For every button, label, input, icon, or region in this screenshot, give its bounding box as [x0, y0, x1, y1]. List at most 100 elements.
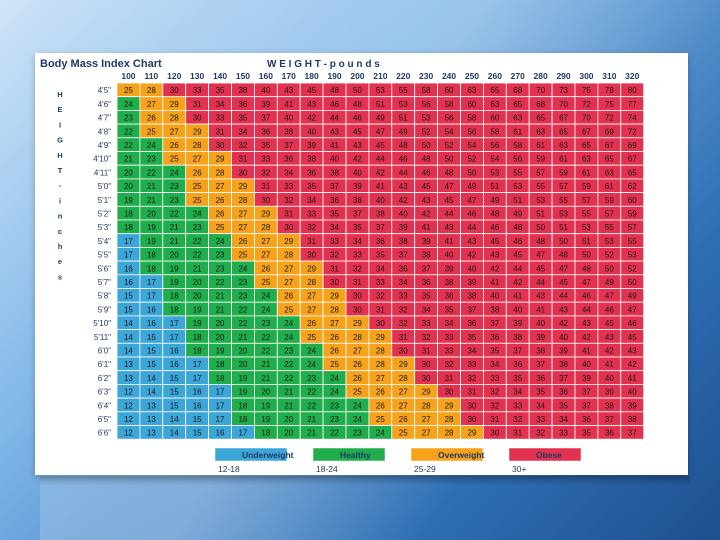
bmi-value: 46 [582, 292, 591, 301]
weight-header: 130 [190, 71, 204, 81]
bmi-value: 75 [582, 86, 591, 95]
bmi-value: 28 [445, 415, 454, 424]
height-label: 5'10" [93, 319, 111, 328]
bmi-value: 49 [376, 114, 385, 123]
bmi-value: 20 [193, 278, 202, 287]
bmi-value: 42 [376, 168, 385, 177]
bmi-value: 32 [536, 429, 545, 438]
bmi-value: 21 [307, 415, 316, 424]
bmi-value: 34 [307, 196, 316, 205]
bmi-value: 21 [124, 155, 133, 164]
bmi-value: 18 [216, 374, 225, 383]
bmi-value: 63 [582, 155, 591, 164]
bmi-value: 34 [238, 127, 247, 136]
bmi-value: 39 [445, 264, 454, 273]
bmi-value: 44 [376, 155, 385, 164]
bmi-value: 12 [124, 388, 133, 397]
bmi-value: 30 [490, 429, 499, 438]
bmi-value: 34 [559, 415, 568, 424]
bmi-value: 40 [467, 264, 476, 273]
height-label: 4'11" [94, 168, 111, 177]
legend-label: Obese [536, 450, 562, 460]
legend-swatch [214, 447, 288, 462]
bmi-value: 30 [399, 347, 408, 356]
bmi-value: 39 [399, 223, 408, 232]
bmi-value: 36 [490, 333, 499, 342]
bmi-value: 14 [170, 429, 179, 438]
bmi-value: 56 [422, 100, 431, 109]
bmi-value: 47 [628, 305, 637, 314]
bmi-value: 43 [353, 141, 362, 150]
legend-swatch [312, 447, 386, 462]
bmi-value: 44 [445, 210, 454, 219]
bmi-value: 42 [513, 278, 522, 287]
bmi-value: 43 [628, 347, 637, 356]
bmi-value: 33 [193, 86, 202, 95]
bmi-value: 46 [330, 100, 339, 109]
bmi-value: 63 [536, 127, 545, 136]
bmi-value: 40 [628, 388, 637, 397]
bmi-value: 33 [307, 210, 316, 219]
bmi-value: 65 [559, 127, 568, 136]
bmi-value: 18 [193, 347, 202, 356]
bmi-value: 34 [422, 305, 431, 314]
bmi-value: 24 [307, 347, 316, 356]
legend-swatch [508, 447, 582, 462]
bmi-value: 16 [216, 429, 225, 438]
weight-header: 100 [121, 71, 135, 81]
bmi-value: 26 [376, 388, 385, 397]
bmi-value: 46 [399, 155, 408, 164]
bmi-value: 21 [261, 374, 270, 383]
bmi-value: 15 [193, 429, 202, 438]
bmi-value: 27 [399, 388, 408, 397]
legend-range: 25-29 [414, 464, 436, 474]
bmi-value: 40 [536, 319, 545, 328]
bmi-value: 23 [216, 264, 225, 273]
bmi-value: 38 [238, 86, 247, 95]
bmi-value: 12 [124, 429, 133, 438]
bmi-value: 67 [628, 155, 637, 164]
bmi-value: 18 [193, 333, 202, 342]
weight-header: 140 [213, 71, 227, 81]
weight-header: 210 [373, 71, 387, 81]
bmi-value: 18 [170, 292, 179, 301]
height-axis-letter: n [58, 212, 63, 221]
bmi-value: 36 [559, 388, 568, 397]
bmi-value: 21 [284, 401, 293, 410]
height-axis-letter: e [58, 257, 62, 266]
bmi-value: 45 [559, 278, 568, 287]
bmi-value: 78 [605, 86, 614, 95]
bmi-value: 33 [376, 278, 385, 287]
bmi-value: 14 [147, 388, 156, 397]
bmi-value: 53 [376, 86, 385, 95]
bmi-value: 19 [193, 319, 202, 328]
height-label: 6'2" [98, 374, 111, 383]
bmi-value: 28 [193, 141, 202, 150]
bmi-value: 30 [467, 401, 476, 410]
bmi-value: 33 [445, 347, 454, 356]
bmi-value: 26 [330, 333, 339, 342]
bmi-value: 24 [170, 168, 179, 177]
bmi-value: 63 [513, 114, 522, 123]
bmi-value: 37 [513, 347, 522, 356]
bmi-value: 46 [628, 319, 637, 328]
bmi-value: 27 [261, 237, 270, 246]
bmi-value: 52 [628, 264, 637, 273]
bmi-value: 39 [353, 182, 362, 191]
bmi-value: 27 [376, 374, 385, 383]
bmi-value: 58 [445, 100, 454, 109]
bmi-value: 21 [216, 292, 225, 301]
bmi-value: 28 [170, 114, 179, 123]
bmi-value: 68 [513, 86, 522, 95]
bmi-value: 29 [376, 333, 385, 342]
bmi-value: 20 [216, 333, 225, 342]
bmi-value: 41 [376, 182, 385, 191]
bmi-value: 58 [513, 141, 522, 150]
bmi-value: 23 [216, 251, 225, 260]
bmi-value: 45 [605, 319, 614, 328]
bmi-value: 22 [284, 360, 293, 369]
bmi-value: 43 [284, 86, 293, 95]
bmi-value: 27 [284, 278, 293, 287]
bmi-value: 31 [284, 210, 293, 219]
bmi-value: 27 [193, 155, 202, 164]
